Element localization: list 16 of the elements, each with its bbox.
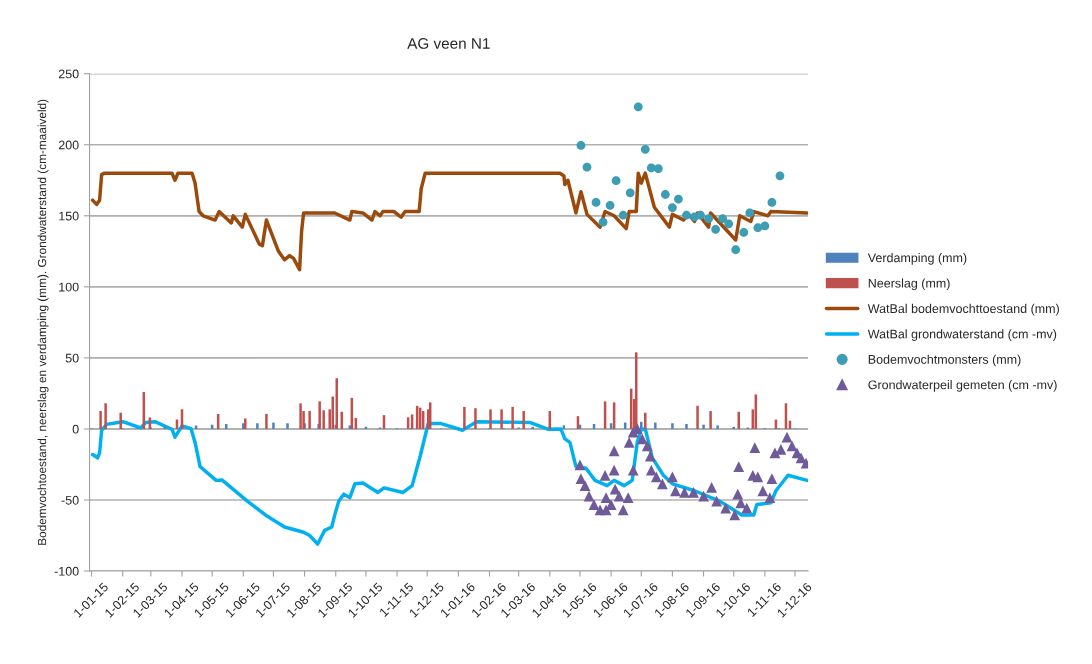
y-tick-label: -50 (61, 495, 79, 505)
y-tick-label: 50 (65, 353, 79, 363)
legend-label: WatBal bodemvochttoestand (mm) (867, 303, 1059, 316)
legend-label: Bodemvochtmonsters (mm) (868, 354, 1021, 367)
y-tick-label: 250 (58, 69, 79, 79)
y-tick-label: -100 (54, 566, 79, 576)
y-tick-label: 100 (59, 282, 79, 292)
legend-label: WatBal grondwaterstand (cm -mv) (867, 329, 1057, 341)
legend-label: Grondwaterpeil gemeten (cm -mv) (868, 380, 1057, 392)
chart-title: AG veen N1 (407, 38, 490, 49)
y-axis-title: Bodemvochtoestand, neerslag en verdamping (mm). Grondwaterstand (cm-maaiveld) (37, 99, 49, 545)
y-tick-label: 150 (59, 211, 79, 221)
legend-label: Verdamping (mm) (867, 253, 967, 265)
y-tick-label: 200 (58, 140, 79, 150)
legend-label: Neerslag (mm) (868, 278, 950, 291)
y-tick-label: 0 (72, 424, 79, 434)
